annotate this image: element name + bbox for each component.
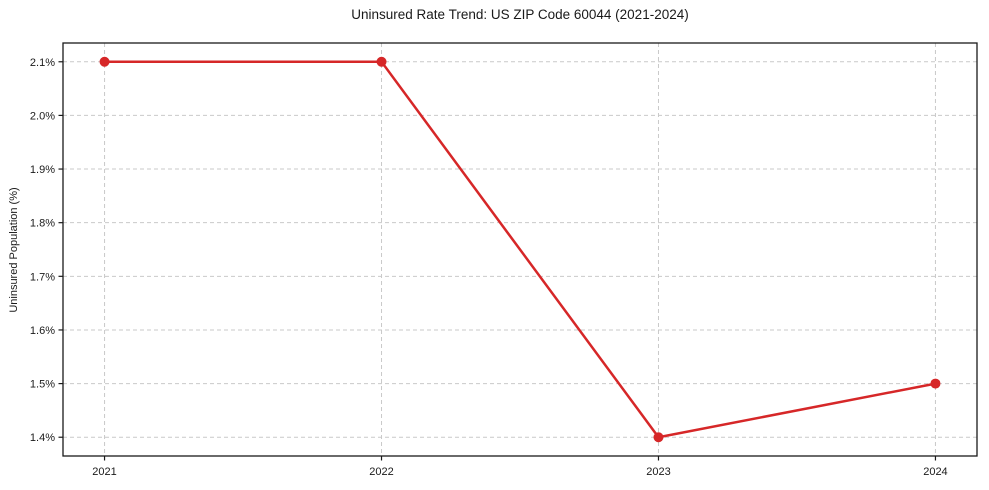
plot-frame: [62, 42, 978, 457]
y-tick-label: 2.1%: [30, 57, 55, 69]
series-line: [103, 60, 937, 439]
data-point-marker: [376, 56, 387, 67]
y-tick-label: 1.7%: [30, 271, 55, 283]
y-tick-label: 2.0%: [30, 110, 55, 122]
x-tick-label: 2021: [92, 466, 116, 478]
data-point-marker: [99, 56, 110, 67]
x-tick-label: 2023: [646, 466, 670, 478]
data-point-marker: [653, 432, 664, 443]
data-point-marker: [930, 378, 941, 389]
y-tick-label: 1.9%: [30, 164, 55, 176]
y-tick-label: 1.4%: [30, 432, 55, 444]
x-tick-label: 2022: [369, 466, 393, 478]
x-tick-label: 2024: [923, 466, 947, 478]
chart-title: Uninsured Rate Trend: US ZIP Code 60044 …: [351, 7, 689, 22]
y-tick-label: 1.8%: [30, 218, 55, 230]
y-tick-label: 1.5%: [30, 379, 55, 391]
y-tick-label: 1.6%: [30, 325, 55, 337]
